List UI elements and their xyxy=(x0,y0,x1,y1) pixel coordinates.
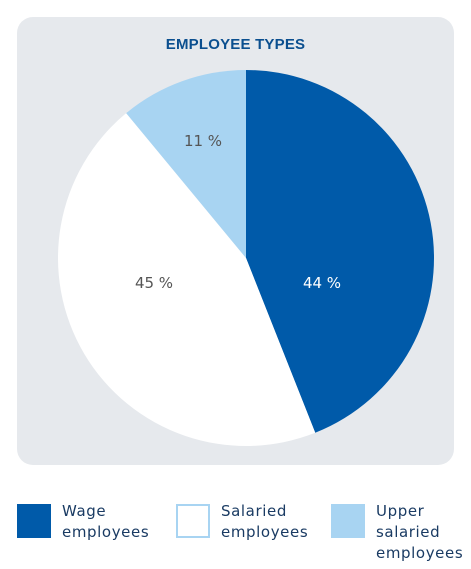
slice-value-label: 11 % xyxy=(184,132,222,150)
slice-value-label: 44 % xyxy=(303,274,341,292)
legend-label-line: employees xyxy=(221,523,309,541)
legend-swatch-salaried xyxy=(176,504,210,538)
legend-label-line: employees xyxy=(62,523,150,541)
legend-label-line: Upper xyxy=(376,502,425,520)
pie-slice-salaried-employees xyxy=(58,113,316,446)
pie-slice-upper-salaried-employees xyxy=(126,70,246,258)
pie-slices xyxy=(58,70,434,446)
legend-label-wage: Wage employees xyxy=(62,501,162,543)
legend-swatch-upper-salaried xyxy=(331,504,365,538)
pie-slice-wage-employees xyxy=(246,70,434,433)
pie-slice-labels: 44 % 45 % 11 % xyxy=(135,132,341,292)
legend-label-upper-salaried: Upper salaried employees xyxy=(376,501,471,564)
legend-label-line: Wage xyxy=(62,502,107,520)
slice-value-label: 45 % xyxy=(135,274,173,292)
legend-swatch-wage xyxy=(17,504,51,538)
legend-label-line: salaried xyxy=(376,523,441,541)
legend-label-line: employees xyxy=(376,544,464,562)
chart-title: EMPLOYEE TYPES xyxy=(165,36,306,53)
legend-label-salaried: Salaried employees xyxy=(221,501,321,543)
legend-label-line: Salaried xyxy=(221,502,287,520)
